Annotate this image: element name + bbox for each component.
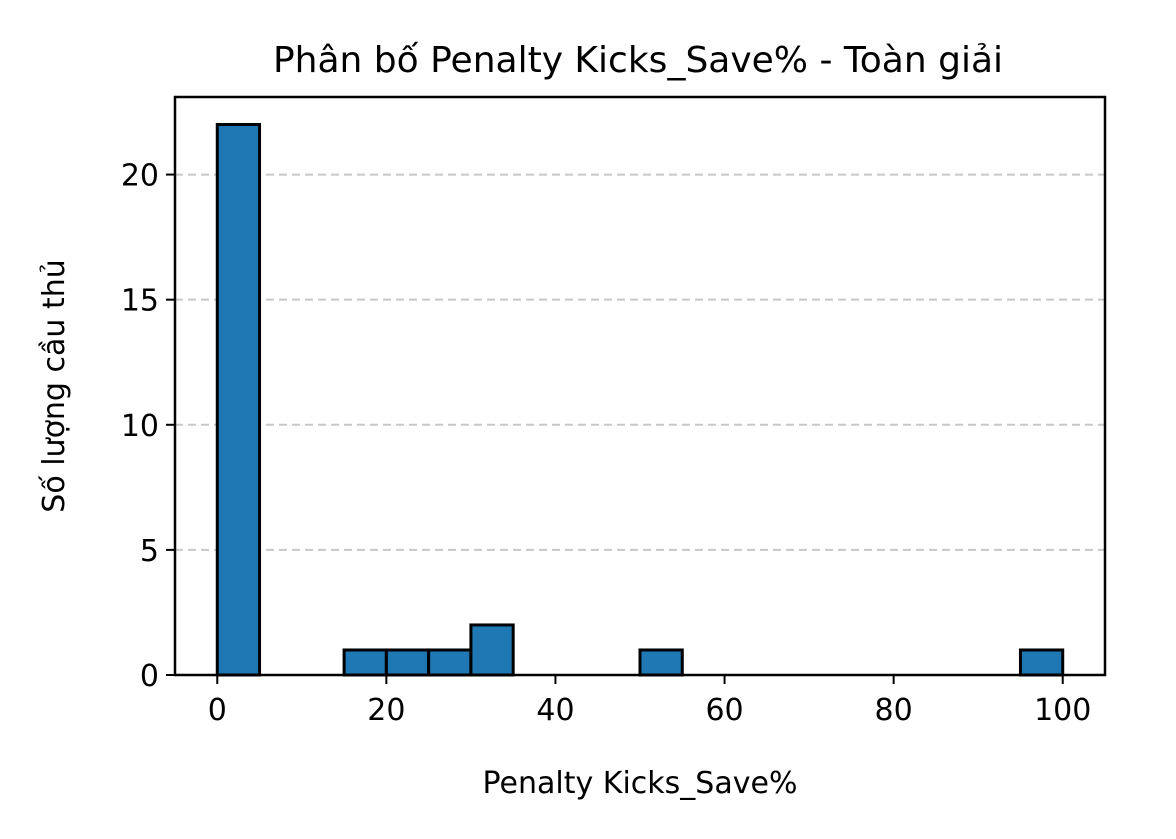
histogram-bar: [215, 123, 262, 677]
y-tick-label: 15: [121, 284, 159, 319]
x-tick-label: 40: [536, 693, 574, 728]
plot-frame: [173, 95, 1107, 677]
x-tick-label: 100: [1034, 693, 1091, 728]
x-tick-label: 0: [208, 693, 227, 728]
bars: [215, 123, 1065, 677]
x-tick-label: 60: [705, 693, 743, 728]
y-tick-label: 20: [121, 159, 159, 194]
x-axis-ticks: 0 20 40 60 80 100: [208, 675, 1091, 728]
y-axis-ticks: 0 5 10 15 20: [121, 159, 175, 694]
grid-lines: [175, 173, 1105, 551]
x-tick-label: 20: [367, 693, 405, 728]
x-axis-label: Penalty Kicks_Save%: [483, 766, 798, 801]
chart-title: Phân bố Penalty Kicks_Save% - Toàn giải: [273, 40, 1003, 81]
y-axis-label: Số lượng cầu thủ: [37, 259, 72, 512]
y-tick-label: 5: [140, 534, 159, 569]
histogram-bar: [384, 648, 431, 677]
histogram-bar: [469, 623, 515, 677]
histogram-bar: [638, 648, 684, 677]
histogram-bar: [342, 648, 388, 677]
y-tick-label: 0: [140, 659, 159, 694]
histogram-bar: [1018, 648, 1065, 677]
x-tick-label: 80: [875, 693, 913, 728]
histogram-bar: [427, 648, 473, 677]
y-tick-label: 10: [121, 409, 159, 444]
